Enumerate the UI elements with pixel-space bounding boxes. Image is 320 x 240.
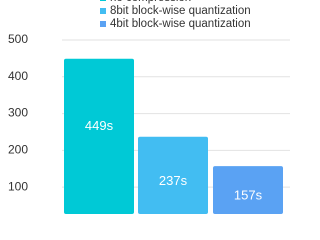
legend-label: no compression: [110, 0, 191, 4]
value-label: 449s: [85, 118, 114, 133]
value-label: 157s: [234, 188, 263, 203]
y-tick-label: 100: [8, 179, 28, 193]
legend-label: 4bit block-wise quantization: [110, 18, 251, 30]
legend-swatch: [100, 21, 106, 27]
y-tick-label: 500: [8, 32, 28, 46]
legend-swatch: [100, 8, 106, 14]
legend-swatch: [100, 0, 106, 1]
bar: [138, 136, 208, 214]
y-tick-label: 200: [8, 143, 28, 157]
bar: [64, 58, 134, 214]
value-label: 237s: [159, 173, 188, 188]
y-tick-label: 300: [8, 106, 28, 120]
y-tick-label: 400: [8, 69, 28, 83]
bar: [213, 166, 283, 214]
chart: 100 200 300 400 500 no compression 449s 8bit bl…: [8, 0, 290, 214]
legend-label: 8bit block-wise quantization: [110, 5, 251, 17]
